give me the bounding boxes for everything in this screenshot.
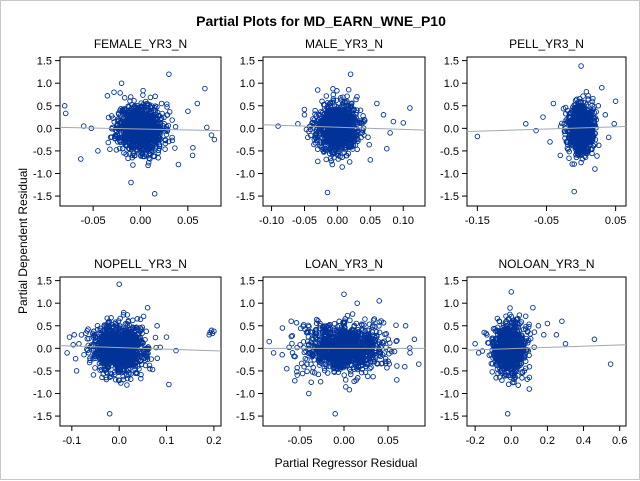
y-tick-label: 0.0 bbox=[240, 343, 255, 355]
x-tick-label: -0.10 bbox=[259, 215, 284, 227]
y-tick-label: 0.5 bbox=[444, 101, 459, 113]
y-tick-label: 0.5 bbox=[240, 101, 255, 113]
y-tick-label: -1.5 bbox=[236, 191, 255, 203]
y-tick-label: 1.5 bbox=[240, 56, 255, 68]
y-tick-label: -0.5 bbox=[33, 146, 52, 158]
y-tick-label: 1.5 bbox=[444, 56, 459, 68]
x-tick-label: -0.05 bbox=[534, 215, 559, 227]
panel-title: NOPELL_YR3_N bbox=[94, 257, 187, 271]
y-tick-label: -1.0 bbox=[440, 168, 459, 180]
chart-title: Partial Plots for MD_EARN_WNE_P10 bbox=[196, 13, 446, 29]
y-tick-label: -1.5 bbox=[33, 191, 52, 203]
panel-title: PELL_YR3_N bbox=[509, 37, 584, 51]
y-tick-label: 1.5 bbox=[37, 276, 52, 288]
panel-title: MALE_YR3_N bbox=[305, 37, 383, 51]
y-tick-label: 0.5 bbox=[240, 321, 255, 333]
panel-1: FEMALE_YR3_N 1.5 1.0 0.5 0.0 -0.5 -1.0 -1.5 -0.0… bbox=[33, 37, 221, 227]
y-tick-label: -1.0 bbox=[236, 388, 255, 400]
y-tick-label: 1.0 bbox=[37, 298, 52, 310]
x-tick-label: 0.00 bbox=[333, 435, 354, 447]
x-tick-label: -0.05 bbox=[81, 215, 106, 227]
y-tick-label: -1.5 bbox=[440, 191, 459, 203]
x-tick-label: 0.1 bbox=[159, 435, 174, 447]
x-tick-label: 0.10 bbox=[393, 215, 414, 227]
x-tick-label: -0.15 bbox=[465, 215, 490, 227]
y-tick-label: 0.5 bbox=[37, 101, 52, 113]
y-tick-label: 0.0 bbox=[444, 123, 459, 135]
x-tick-label: 0.0 bbox=[112, 435, 127, 447]
x-tick-label: 0.05 bbox=[177, 215, 198, 227]
y-tick-label: -0.5 bbox=[236, 366, 255, 378]
y-tick-label: -1.0 bbox=[33, 168, 52, 180]
y-tick-label: -0.5 bbox=[33, 366, 52, 378]
x-tick-label: 0.00 bbox=[327, 215, 348, 227]
y-tick-label: 1.0 bbox=[444, 78, 459, 90]
x-tick-label: 0.2 bbox=[206, 435, 221, 447]
x-tick-label: 0.05 bbox=[605, 215, 626, 227]
y-tick-label: 1.0 bbox=[240, 298, 255, 310]
y-tick-label: -1.0 bbox=[236, 168, 255, 180]
x-tick-label: 0.05 bbox=[360, 215, 381, 227]
panels-group: FEMALE_YR3_N 1.5 1.0 0.5 0.0 -0.5 -1.0 -1.5 -0.0… bbox=[33, 37, 627, 447]
panel-5: LOAN_YR3_N 1.5 1.0 0.5 0.0 -0.5 -1.0 -1.5 -0.05 0… bbox=[236, 257, 425, 447]
y-tick-label: -0.5 bbox=[236, 146, 255, 158]
y-tick-label: 1.0 bbox=[240, 78, 255, 90]
y-tick-label: 1.5 bbox=[37, 56, 52, 68]
panel-title: FEMALE_YR3_N bbox=[94, 37, 187, 51]
y-axis-label: Partial Dependent Residual bbox=[16, 168, 30, 314]
panel-2: MALE_YR3_N 1.5 1.0 0.5 0.0 -0.5 -1.0 -1.5 -0.10-… bbox=[236, 37, 425, 227]
y-tick-label: 0.0 bbox=[37, 343, 52, 355]
y-tick-label: 0.5 bbox=[37, 321, 52, 333]
x-tick-label: -0.05 bbox=[287, 435, 312, 447]
x-tick-label: 0.05 bbox=[377, 435, 398, 447]
panel-frame bbox=[467, 57, 626, 206]
x-axis-label: Partial Regressor Residual bbox=[275, 456, 418, 470]
y-tick-label: -0.5 bbox=[440, 146, 459, 158]
x-tick-label: -0.1 bbox=[62, 435, 81, 447]
x-tick-label: -0.05 bbox=[292, 215, 317, 227]
y-tick-label: 1.5 bbox=[240, 276, 255, 288]
y-tick-label: 1.0 bbox=[37, 78, 52, 90]
panel-4: NOPELL_YR3_N 1.5 1.0 0.5 0.0 -0.5 -1.0 -1.5 -0.1… bbox=[33, 257, 222, 447]
y-tick-label: -1.5 bbox=[236, 411, 255, 423]
x-tick-label: 0.00 bbox=[130, 215, 151, 227]
panel-title: LOAN_YR3_N bbox=[305, 257, 383, 271]
y-tick-label: -1.0 bbox=[33, 388, 52, 400]
y-tick-label: 0.0 bbox=[240, 123, 255, 135]
panel-3: PELL_YR3_N 1.5 1.0 0.5 0.0 -0.5 -1.0 -1.5 -0.15 -… bbox=[440, 37, 626, 227]
y-tick-label: 0.0 bbox=[37, 123, 52, 135]
y-tick-label: -1.5 bbox=[33, 411, 52, 423]
